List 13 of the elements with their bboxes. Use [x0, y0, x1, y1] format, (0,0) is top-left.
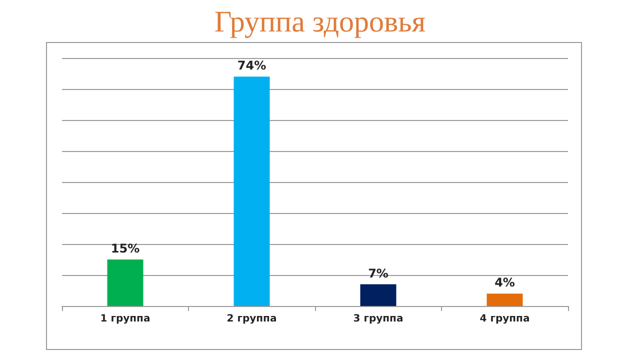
bar: [234, 76, 270, 306]
data-label: 74%: [237, 58, 266, 73]
bar: [360, 284, 396, 306]
x-tick-label: 1 группа: [100, 314, 150, 324]
x-tick-label: 3 группа: [353, 314, 404, 324]
data-label: 15%: [110, 242, 140, 256]
chart-title: Группа здоровья: [214, 6, 426, 38]
bar: [486, 294, 523, 306]
bar: [107, 260, 144, 306]
data-label: 7%: [368, 266, 388, 280]
x-tick-label: 2 группа: [226, 314, 277, 324]
data-label: 4%: [494, 276, 515, 290]
x-tick-label: 4 группа: [480, 314, 530, 324]
